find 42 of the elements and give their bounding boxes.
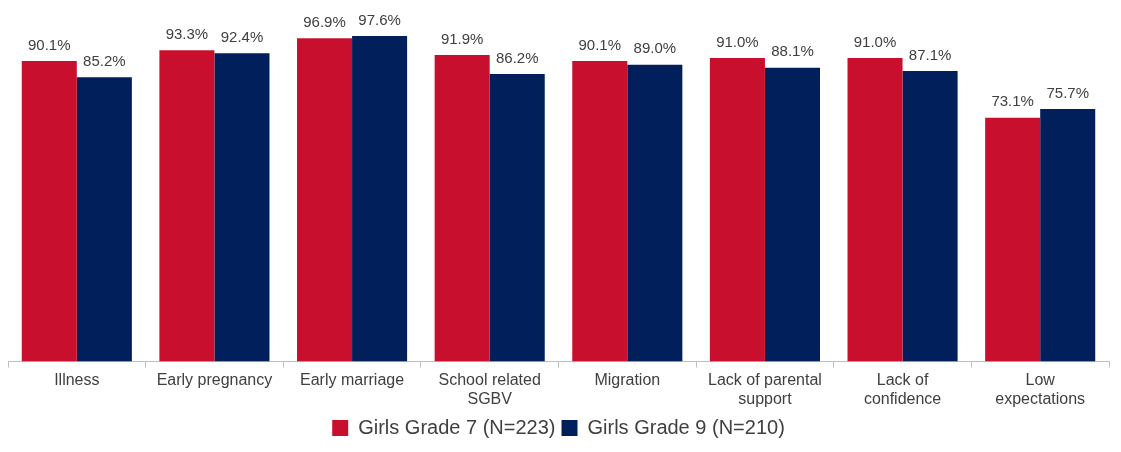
data-label: 91.9%: [440, 29, 484, 47]
data-label: 93.3%: [165, 24, 209, 42]
data-label: 75.7%: [1046, 83, 1089, 101]
bar: [489, 74, 545, 362]
bar: [297, 38, 353, 362]
bar: [627, 64, 683, 362]
bar: [1040, 109, 1096, 362]
bar: [21, 61, 77, 362]
bar: [76, 77, 132, 362]
legend-label: Girls Grade 9 (N=210): [587, 415, 785, 438]
bar: [709, 58, 765, 362]
data-label: 90.1%: [578, 35, 622, 53]
bar: [434, 55, 490, 362]
data-label: 73.1%: [991, 92, 1034, 110]
bar: [572, 61, 628, 362]
x-tick-label: Illness: [54, 370, 100, 388]
x-tick-label: Lack of parental support: [708, 370, 822, 407]
x-tick-label: Low expectations: [995, 370, 1086, 407]
data-label: 96.9%: [303, 12, 346, 30]
data-label: 87.1%: [908, 45, 952, 63]
legend-label: Girls Grade 7 (N=223): [358, 415, 556, 438]
bar: [847, 58, 903, 362]
bar: [985, 117, 1041, 362]
data-label: 86.2%: [495, 48, 539, 66]
x-tick-label: Early marriage: [300, 370, 405, 388]
bar: [902, 71, 958, 362]
data-label: 92.4%: [220, 27, 264, 45]
data-label: 89.0%: [633, 39, 677, 57]
x-tick-label: Lack of confidence: [863, 370, 942, 407]
bar: [764, 67, 820, 362]
data-label: 90.1%: [28, 35, 71, 53]
x-tick-label: Early pregnancy: [156, 370, 273, 388]
bar: [214, 53, 270, 362]
bar: [159, 50, 215, 362]
x-tick-label: School related SGBV: [438, 370, 541, 407]
data-label: 91.0%: [853, 32, 897, 50]
bar: [352, 36, 408, 362]
data-label: 91.0%: [716, 32, 759, 50]
data-label: 97.6%: [358, 10, 401, 28]
data-label: 85.2%: [83, 52, 126, 70]
x-tick-label: Migration: [594, 370, 661, 388]
data-label: 88.1%: [771, 42, 814, 60]
